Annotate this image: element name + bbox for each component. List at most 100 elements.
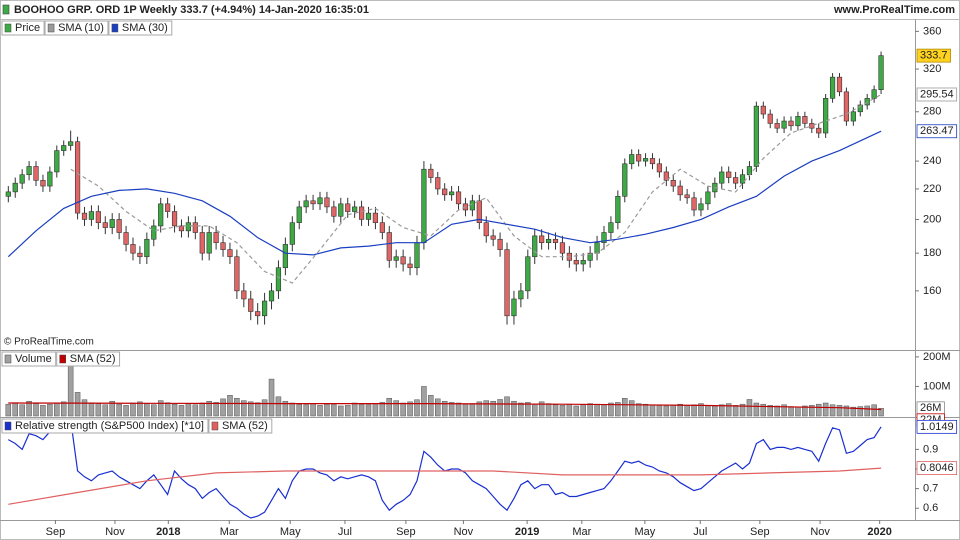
volume-bar <box>365 404 372 417</box>
volume-bar <box>677 403 683 417</box>
candle-body <box>213 232 219 243</box>
volume-bar <box>26 400 32 417</box>
volume-bar <box>428 395 434 417</box>
candle-body <box>227 249 233 258</box>
candle-body <box>539 235 545 243</box>
candle-body <box>12 182 18 193</box>
last-price-box <box>916 48 951 63</box>
x-tick-label: Sep <box>750 526 770 538</box>
x-tick-label: Sep <box>396 526 416 538</box>
candle-body <box>442 188 448 196</box>
volume-bar <box>338 405 344 417</box>
volume-bar <box>227 395 233 417</box>
volume-bar <box>268 378 275 417</box>
volume-bar <box>95 403 102 417</box>
candle-body <box>476 200 482 223</box>
candle-body <box>532 235 538 258</box>
volume-bar <box>178 405 185 417</box>
volume-bar <box>767 405 773 417</box>
y-tick-label: 0.9 <box>923 443 938 455</box>
candle-body <box>816 127 822 134</box>
volume-bar <box>580 404 586 417</box>
last-value-box-label: 263.47 <box>920 125 954 137</box>
candle-body <box>40 180 46 187</box>
candle-body <box>829 76 836 99</box>
candle-body <box>137 252 143 258</box>
candle-body <box>753 105 759 167</box>
volume-bar <box>275 396 282 417</box>
volume-bar <box>192 404 199 417</box>
volume-bar <box>414 399 420 417</box>
x-tick-label: Nov <box>105 526 125 538</box>
candle-body <box>774 123 780 129</box>
volume-bar <box>19 404 25 417</box>
candle-body <box>504 249 510 317</box>
candle-body <box>435 177 441 190</box>
candle-body <box>525 256 531 292</box>
legend-label: SMA (52) <box>70 353 116 365</box>
candle-body <box>670 180 676 187</box>
legend-label: SMA (52) <box>222 420 268 432</box>
candle-body <box>282 244 288 269</box>
candle-body <box>629 154 635 165</box>
y-tick-label: 0.6 <box>923 502 938 514</box>
candle-body <box>372 212 379 223</box>
volume-bar <box>441 400 448 417</box>
volume-bar <box>54 402 60 417</box>
legend-box <box>1 351 57 367</box>
x-tick-label: 2020 <box>867 526 891 538</box>
volume-bar <box>628 400 635 417</box>
candle-body <box>26 166 32 176</box>
candle-body <box>241 290 247 300</box>
legend-box <box>1 418 209 434</box>
candle-body <box>836 76 843 93</box>
volume-bar <box>289 402 296 417</box>
candle-body <box>95 211 101 223</box>
y-tick-label: 360 <box>923 25 941 37</box>
y-tick-label: 180 <box>923 247 941 259</box>
candle-body <box>511 298 517 317</box>
candle-body <box>857 104 863 113</box>
candle-body <box>781 120 787 129</box>
x-tick-label: Nov <box>810 526 830 538</box>
volume-bar <box>372 403 379 417</box>
volume-bar <box>130 402 136 417</box>
volume-bar <box>822 402 829 417</box>
volume-bar <box>622 398 628 417</box>
candle-body <box>580 260 586 265</box>
copyright: © ProRealTime.com <box>4 337 94 348</box>
candle-body <box>767 113 773 124</box>
volume-bar <box>635 403 642 417</box>
candle-body <box>733 177 739 184</box>
volume-bar <box>829 404 836 417</box>
volume-bar <box>864 405 870 417</box>
chart-title: BOOHOO GRP. ORD 1P Weekly 333.7 (+4.94%)… <box>14 4 369 16</box>
candle-body <box>61 145 67 151</box>
volume-bar <box>656 405 663 417</box>
volume-bar <box>705 405 711 417</box>
candle-body <box>255 311 261 317</box>
candle-body <box>324 197 330 208</box>
candle-body <box>345 203 351 212</box>
volume-bar <box>407 401 413 417</box>
candle-body <box>802 116 808 124</box>
volume-bar <box>871 404 877 417</box>
candle-body <box>151 225 157 240</box>
candle-body <box>102 222 108 228</box>
candle-body <box>407 263 413 269</box>
candle-body <box>331 206 337 217</box>
legend-label: Volume <box>15 353 52 365</box>
volume-bar <box>615 402 621 417</box>
volume-bar <box>33 403 39 417</box>
candle-body <box>144 238 150 258</box>
legend-label: SMA (30) <box>122 22 168 34</box>
x-tick-label: Jul <box>693 526 707 538</box>
candle-body <box>719 171 725 184</box>
candle-body <box>165 203 171 212</box>
candle-body <box>310 200 316 205</box>
candle-body <box>677 185 683 196</box>
candle-body <box>795 116 801 127</box>
y-tick-label: 100M <box>923 380 951 392</box>
candle-body <box>275 267 282 292</box>
candle-body <box>185 222 192 232</box>
